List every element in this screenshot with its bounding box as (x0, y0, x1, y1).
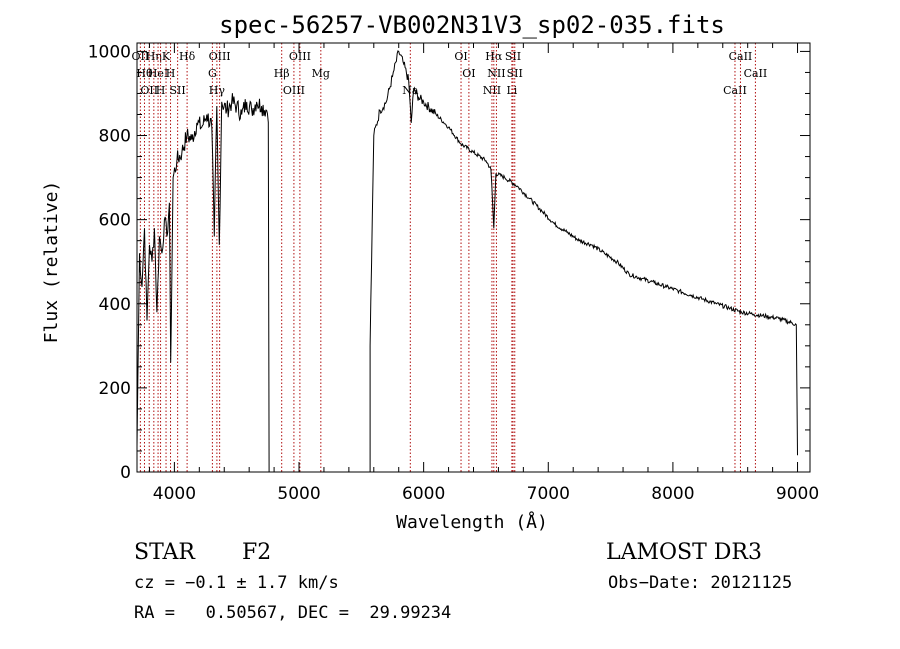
chart-title: spec-56257-VB002N31V3_sp02-035.fits (219, 11, 725, 39)
sky-coordinates: RA = 0.50567, DEC = 29.99234 (134, 603, 452, 623)
x-tick-label: 9000 (776, 484, 819, 504)
spectral-line-label: NII (487, 67, 505, 80)
spectral-line-label: H (156, 84, 166, 97)
x-tick-label: 8000 (651, 484, 694, 504)
x-tick-label: 5000 (277, 484, 320, 504)
spectral-line-label: OI (454, 50, 467, 63)
spectral-line-label: Hδ (179, 50, 196, 63)
spectral-line-label: Hθ (136, 67, 153, 80)
y-tick-label: 1000 (88, 42, 131, 62)
redshift-velocity: cz = −0.1 ± 1.7 km/s (134, 573, 339, 593)
x-axis-label: Wavelength (Å) (396, 511, 548, 533)
object-subclass: F2 (242, 540, 272, 565)
y-axis-label: Flux (relative) (41, 181, 62, 344)
spectral-line-label: K (162, 50, 171, 63)
spectral-line-label: OI (462, 67, 475, 80)
spectral-line-label: OII (132, 50, 150, 63)
object-class: STAR (134, 540, 195, 565)
y-tick-label: 0 (120, 463, 131, 483)
observation-date: Obs−Date: 20121125 (608, 573, 793, 593)
spectral-line-label: SII (505, 50, 521, 63)
y-tick-label: 600 (99, 211, 131, 231)
y-tick-label: 200 (99, 379, 131, 399)
spectral-line-label: OIII (283, 84, 305, 97)
spectral-line-label: Hβ (274, 67, 290, 80)
spectral-line-label: OIII (209, 50, 231, 63)
spectral-line-label: NII (483, 84, 501, 97)
spectral-line-label: CaII (744, 67, 768, 80)
survey-name: LAMOST DR3 (606, 540, 762, 565)
spectral-line-label: OII (140, 84, 158, 97)
spectral-line-label: G (208, 67, 217, 80)
spectral-line-label: Li (506, 84, 517, 97)
spectral-line-label: OIII (289, 50, 311, 63)
spectral-line-label: HeI (148, 67, 168, 80)
x-tick-label: 7000 (527, 484, 570, 504)
spectral-line-label: Mg (312, 67, 330, 80)
axis-ticks: 4000 5000 6000 7000 8000 9000 0 200 400 600 800 100… (88, 42, 819, 504)
flux-spectrum-line (136, 50, 798, 473)
spectral-line-markers: OIIHθOIIHηHeIHKHSIIHδGHγOIIIHβOIIIOIIIMg… (132, 43, 768, 472)
spectral-line-label: CaII (723, 84, 747, 97)
spectral-line-label: Hγ (209, 84, 226, 97)
x-tick-label: 6000 (402, 484, 445, 504)
spectral-line-label: Hη (146, 50, 162, 63)
x-tick-label: 4000 (153, 484, 196, 504)
spectral-line-label: Hα (485, 50, 503, 63)
spectral-line-label: H (166, 67, 176, 80)
spectral-line-label: CaII (729, 50, 753, 63)
spectral-line-label: SII (170, 84, 186, 97)
y-tick-label: 400 (99, 295, 131, 315)
y-tick-label: 800 (99, 127, 131, 147)
spectral-line-label: SII (507, 67, 523, 80)
